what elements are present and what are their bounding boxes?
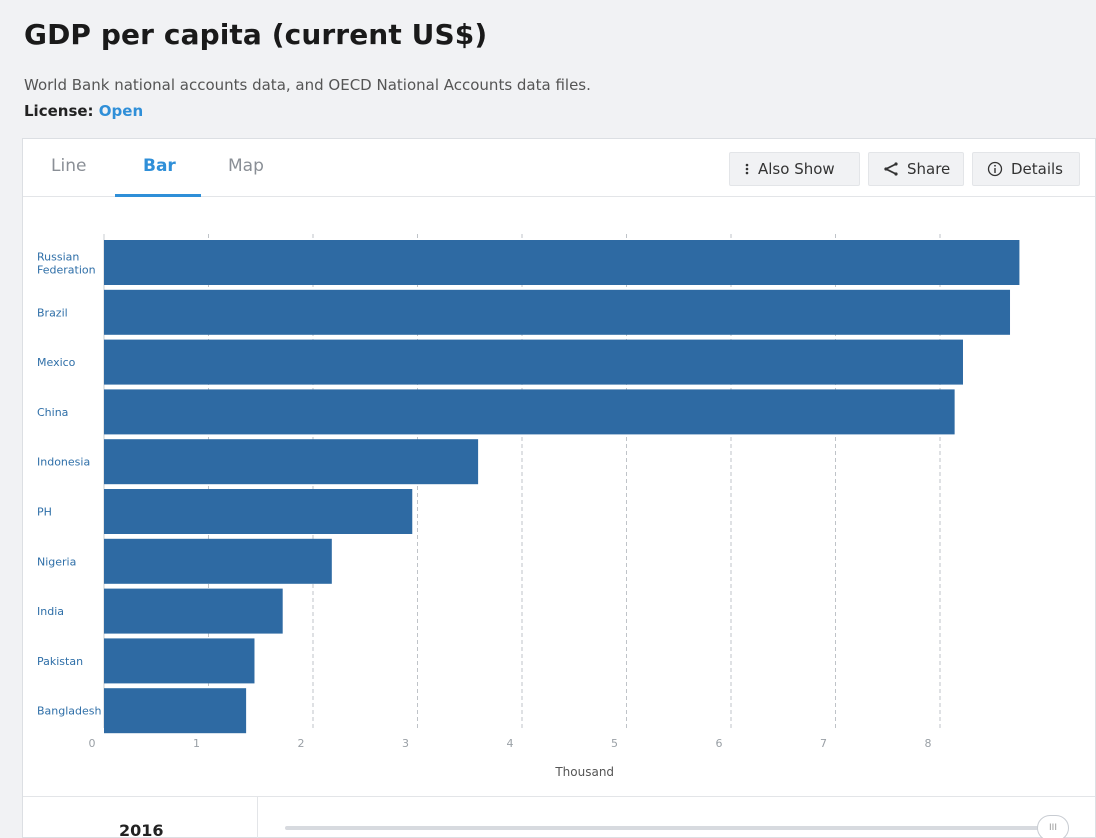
info-icon [987, 161, 1003, 177]
category-label: Nigeria [37, 555, 76, 568]
x-tick-label: 5 [611, 737, 618, 750]
bar [104, 439, 479, 485]
x-tick-label: 7 [820, 737, 827, 750]
x-tick-label: 0 [89, 737, 96, 750]
divider [257, 797, 258, 838]
share-button[interactable]: Share [868, 152, 964, 186]
x-tick-label: 8 [925, 737, 932, 750]
x-tick-label: 6 [716, 737, 723, 750]
details-label: Details [1011, 160, 1064, 178]
details-button[interactable]: Details [972, 152, 1080, 186]
also-show-button[interactable]: Also Show [729, 152, 860, 186]
category-label: Brazil [37, 306, 68, 319]
bar [104, 588, 283, 634]
more-vertical-icon [744, 162, 750, 176]
bar [104, 389, 955, 435]
bar [104, 489, 413, 534]
share-icon [883, 162, 899, 176]
license-line: License: Open [24, 102, 143, 120]
year-slider-bar: 2016 III [23, 796, 1095, 838]
chart-card: Line Bar Map Also Show Share Details Rus… [22, 138, 1096, 838]
category-label: Bangladesh [37, 705, 102, 718]
x-tick-label: 1 [193, 737, 200, 750]
selected-year: 2016 [119, 821, 164, 838]
license-link[interactable]: Open [98, 102, 144, 120]
page-title: GDP per capita (current US$) [24, 18, 488, 51]
category-label: China [37, 406, 68, 419]
license-label: License: [24, 102, 94, 120]
also-show-label: Also Show [758, 160, 835, 178]
bar [104, 240, 1020, 285]
view-tabs: Line Bar Map Also Show Share Details [23, 139, 1095, 197]
bar [104, 289, 1011, 335]
category-label: Russian Federation [37, 251, 96, 277]
share-label: Share [907, 160, 951, 178]
year-slider-track[interactable] [285, 826, 1057, 830]
x-tick-label: 2 [298, 737, 305, 750]
category-label: Indonesia [37, 456, 90, 469]
active-tab-indicator [115, 194, 201, 197]
tab-bar[interactable]: Bar [143, 156, 176, 176]
tab-line[interactable]: Line [51, 156, 87, 176]
bar [104, 339, 963, 385]
bar [104, 688, 247, 734]
bar [104, 538, 332, 584]
year-slider-handle[interactable]: III [1037, 815, 1069, 838]
category-label: Pakistan [37, 655, 83, 668]
x-tick-label: 3 [402, 737, 409, 750]
bar-chart: Russian Federation Brazil Mexico China Indone… [37, 234, 1020, 779]
bar [104, 638, 255, 684]
category-label: India [37, 605, 64, 618]
source-note: World Bank national accounts data, and O… [24, 76, 591, 94]
x-tick-label: 4 [507, 737, 514, 750]
category-label: PH [37, 506, 52, 519]
x-axis-title: Thousand [554, 765, 614, 779]
tab-map[interactable]: Map [228, 156, 264, 176]
category-label: Mexico [37, 356, 76, 369]
